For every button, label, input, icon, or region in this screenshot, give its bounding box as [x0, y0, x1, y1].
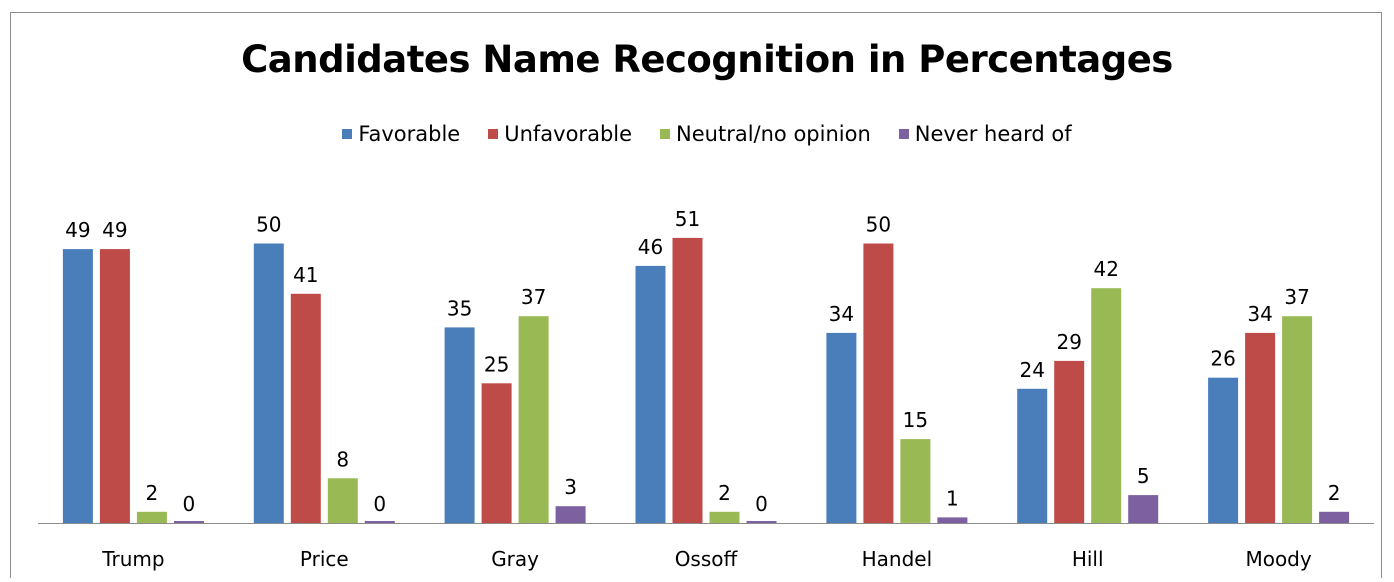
data-label-hill-favorable: 24	[1019, 358, 1044, 382]
data-label-gray-neutral-no-opinion: 37	[521, 285, 546, 309]
data-label-moody-neutral-no-opinion: 37	[1284, 285, 1309, 309]
data-label-gray-never-heard-of: 3	[564, 475, 577, 499]
data-label-gray-unfavorable: 25	[484, 352, 509, 376]
bar-ossoff-neutral-no-opinion	[709, 511, 740, 523]
legend-item-unfavorable: Unfavorable	[488, 122, 632, 146]
data-label-hill-neutral-no-opinion: 42	[1093, 257, 1118, 281]
legend-swatch-neutral	[660, 129, 671, 139]
bar-handel-neutral-no-opinion	[900, 439, 931, 523]
data-label-price-favorable: 50	[256, 213, 281, 237]
data-label-price-neutral-no-opinion: 8	[336, 447, 349, 471]
bar-handel-never-heard-of	[937, 517, 968, 523]
x-tick-label-gray: Gray	[491, 547, 539, 571]
data-label-price-never-heard-of: 0	[373, 492, 386, 516]
bar-handel-favorable	[826, 332, 857, 523]
bar-price-neutral-no-opinion	[327, 478, 358, 523]
data-label-trump-unfavorable: 49	[102, 218, 127, 242]
legend-swatch-favorable	[342, 129, 353, 139]
data-label-hill-never-heard-of: 5	[1137, 464, 1150, 488]
data-label-trump-never-heard-of: 0	[183, 492, 196, 516]
data-label-price-unfavorable: 41	[293, 263, 318, 287]
bar-hill-never-heard-of	[1128, 495, 1159, 523]
data-label-trump-neutral-no-opinion: 2	[146, 481, 159, 505]
x-tick-label-handel: Handel	[862, 547, 933, 571]
x-tick-label-trump: Trump	[101, 547, 164, 571]
data-label-ossoff-unfavorable: 51	[675, 207, 700, 231]
bar-hill-unfavorable	[1054, 360, 1085, 523]
bar-ossoff-favorable	[635, 265, 666, 523]
data-label-handel-never-heard-of: 1	[946, 486, 959, 510]
data-label-gray-favorable: 35	[447, 296, 472, 320]
bar-ossoff-never-heard-of	[746, 521, 777, 523]
bar-price-favorable	[253, 243, 284, 523]
bar-trump-favorable	[62, 249, 93, 523]
bar-trump-never-heard-of	[173, 521, 204, 523]
bar-moody-neutral-no-opinion	[1282, 316, 1313, 523]
data-label-ossoff-neutral-no-opinion: 2	[718, 481, 731, 505]
x-tick-label-hill: Hill	[1072, 547, 1104, 571]
bar-handel-unfavorable	[863, 243, 894, 523]
chart-legend: Favorable Unfavorable Neutral/no opinion…	[0, 122, 1394, 146]
bar-price-never-heard-of	[364, 521, 395, 523]
legend-swatch-never-heard	[898, 129, 909, 139]
legend-item-favorable: Favorable	[342, 122, 460, 146]
x-tick-label-ossoff: Ossoff	[675, 547, 739, 571]
bar-trump-neutral-no-opinion	[136, 511, 167, 523]
data-label-handel-unfavorable: 50	[866, 213, 891, 237]
x-tick-label-price: Price	[300, 547, 349, 571]
bar-price-unfavorable	[290, 293, 321, 523]
legend-label-never-heard: Never heard of	[914, 122, 1072, 146]
bar-moody-unfavorable	[1245, 332, 1276, 523]
data-label-trump-favorable: 49	[65, 218, 90, 242]
bar-gray-favorable	[444, 327, 475, 524]
bar-gray-never-heard-of	[555, 506, 586, 523]
chart-title: Candidates Name Recognition in Percentag…	[241, 38, 1173, 81]
bar-moody-never-heard-of	[1319, 511, 1350, 523]
data-label-handel-neutral-no-opinion: 15	[903, 408, 928, 432]
legend-swatch-unfavorable	[488, 129, 499, 139]
legend-item-never-heard: Never heard of	[898, 122, 1072, 146]
legend-label-unfavorable: Unfavorable	[504, 122, 633, 146]
data-label-ossoff-favorable: 46	[638, 235, 663, 259]
bar-gray-neutral-no-opinion	[518, 316, 549, 523]
bar-gray-unfavorable	[481, 383, 512, 524]
data-label-moody-never-heard-of: 2	[1328, 481, 1341, 505]
data-label-handel-favorable: 34	[829, 302, 854, 326]
legend-item-neutral: Neutral/no opinion	[660, 122, 871, 146]
data-label-ossoff-never-heard-of: 0	[755, 492, 768, 516]
bar-ossoff-unfavorable	[672, 237, 703, 523]
bar-hill-favorable	[1017, 388, 1048, 523]
bar-hill-neutral-no-opinion	[1091, 288, 1122, 523]
data-label-moody-favorable: 26	[1210, 347, 1235, 371]
legend-label-favorable: Favorable	[358, 122, 461, 146]
data-label-moody-unfavorable: 34	[1247, 302, 1272, 326]
legend-label-neutral: Neutral/no opinion	[676, 122, 871, 146]
x-tick-label-moody: Moody	[1245, 547, 1311, 571]
data-label-hill-unfavorable: 29	[1056, 330, 1081, 354]
bar-moody-favorable	[1208, 377, 1239, 523]
bar-trump-unfavorable	[99, 249, 130, 523]
